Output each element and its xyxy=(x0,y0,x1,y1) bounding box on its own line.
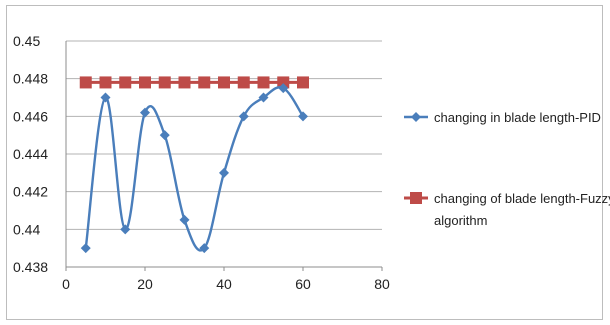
data-point-diamond xyxy=(80,243,91,254)
data-point-square xyxy=(139,76,151,89)
legend-marker-square xyxy=(410,192,422,204)
x-axis-ticks: 0 20 40 60 80 xyxy=(62,276,390,292)
series-group xyxy=(79,76,309,254)
x-tick-label: 20 xyxy=(137,276,153,292)
legend-item-fuzzy: changing of blade length-Fuzzy algorithm xyxy=(404,191,610,228)
axes xyxy=(65,41,383,271)
data-point-diamond xyxy=(179,214,190,225)
y-tick-label: 0.438 xyxy=(13,259,48,275)
data-point-square xyxy=(257,76,270,89)
data-point-diamond xyxy=(258,92,269,103)
data-point-diamond xyxy=(159,130,170,141)
series-fuzzy xyxy=(79,76,309,89)
y-tick-label: 0.448 xyxy=(13,71,48,87)
data-point-diamond xyxy=(100,92,111,103)
data-point-square xyxy=(237,76,250,89)
data-point-square xyxy=(178,76,191,89)
data-point-square xyxy=(119,76,132,89)
data-point-diamond xyxy=(199,243,210,254)
data-point-diamond xyxy=(238,111,249,122)
y-tick-label: 0.446 xyxy=(13,108,48,124)
series-line xyxy=(84,86,305,252)
legend-label: changing of blade length-Fuzzy xyxy=(434,191,610,206)
data-point-diamond xyxy=(298,111,308,122)
x-tick-label: 40 xyxy=(216,276,232,292)
y-axis-ticks: 0.438 0.44 0.442 0.444 0.446 0.448 0.45 xyxy=(13,33,48,275)
data-point-square xyxy=(99,76,112,89)
data-point-square xyxy=(198,76,211,89)
data-point-square xyxy=(158,76,171,89)
x-tick-label: 60 xyxy=(295,276,311,292)
data-point-square xyxy=(79,76,92,89)
legend-label: algorithm xyxy=(434,213,487,228)
y-tick-label: 0.44 xyxy=(13,221,40,237)
data-point-diamond xyxy=(120,224,131,235)
x-tick-label: 0 xyxy=(62,276,70,292)
legend-item-pid: changing in blade length-PID xyxy=(404,110,601,125)
legend: changing in blade length-PID changing of … xyxy=(404,110,610,228)
legend-marker-diamond xyxy=(411,112,421,122)
data-point-diamond xyxy=(278,83,289,94)
data-point-diamond xyxy=(140,107,150,118)
y-tick-label: 0.442 xyxy=(13,184,48,200)
data-point-square xyxy=(277,76,290,89)
data-point-square xyxy=(218,76,230,89)
y-tick-label: 0.45 xyxy=(13,33,40,49)
data-point-square xyxy=(297,76,309,89)
x-tick-label: 80 xyxy=(374,276,390,292)
data-point-diamond xyxy=(219,167,229,178)
legend-label: changing in blade length-PID xyxy=(434,110,601,125)
series-pid xyxy=(80,83,308,254)
y-tick-label: 0.444 xyxy=(13,146,48,162)
